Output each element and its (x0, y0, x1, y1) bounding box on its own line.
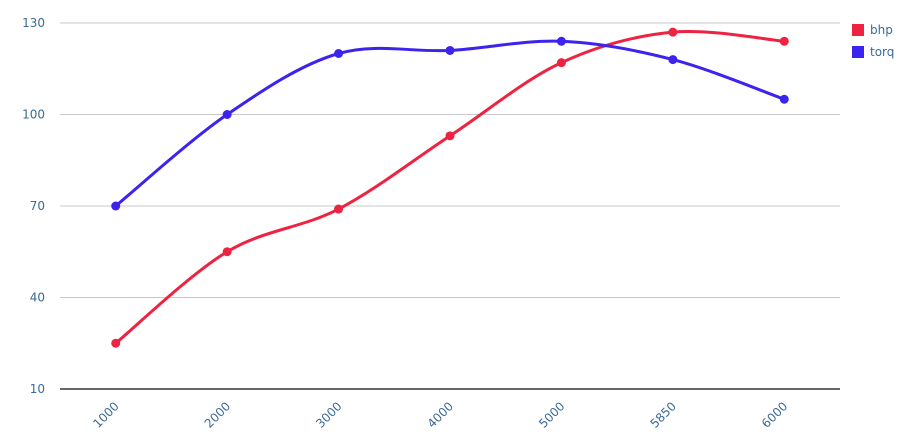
point (222, 110, 232, 119)
y-tick-label: 40 (30, 291, 45, 305)
x-tick-label: 6000 (759, 399, 790, 430)
point (779, 36, 789, 46)
x-tick-label: 5850 (647, 399, 678, 430)
y-tick-label: 10 (30, 382, 45, 396)
y-tick-label: 100 (22, 108, 45, 122)
point (779, 94, 789, 104)
point (111, 338, 121, 348)
point (111, 201, 121, 211)
legend-label: torq (870, 45, 894, 59)
x-tick-label: 2000 (202, 399, 233, 430)
point (334, 204, 344, 214)
point (445, 131, 455, 141)
y-tick-label: 70 (30, 199, 45, 213)
y-tick-label: 130 (22, 16, 45, 30)
point (334, 49, 344, 58)
series-line (114, 30, 785, 345)
point (222, 247, 232, 257)
legend-swatch (852, 24, 864, 36)
x-tick-label: 5000 (536, 399, 567, 430)
legend-label: bhp (870, 23, 893, 37)
point (445, 45, 455, 55)
series-line (114, 39, 785, 208)
x-tick-label: 3000 (313, 399, 344, 430)
point (668, 55, 678, 65)
point (556, 58, 566, 68)
legend-swatch (852, 46, 864, 58)
x-tick-label: 4000 (425, 399, 456, 430)
point (668, 27, 678, 37)
x-tick-label: 1000 (90, 399, 121, 430)
point (556, 36, 566, 46)
